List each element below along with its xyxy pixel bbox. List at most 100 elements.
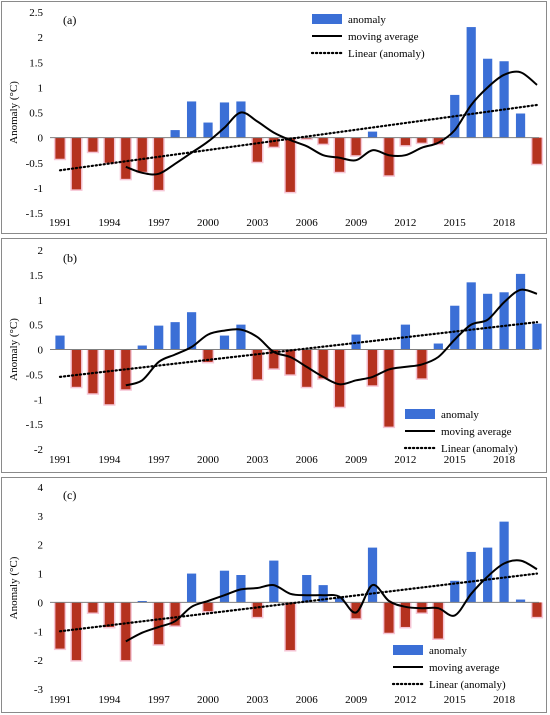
- bar-2006: [302, 349, 312, 387]
- bar-1995: [121, 602, 131, 661]
- bar-2002: [236, 324, 246, 350]
- x-tick-label: 2009: [345, 217, 368, 229]
- bar-2009: [351, 334, 361, 350]
- x-tick-label: 1997: [148, 454, 171, 466]
- bar-1999: [186, 101, 197, 138]
- bar-2011: [384, 602, 394, 633]
- moving-average-line: [125, 70, 538, 176]
- legend-label-moving-average: moving average: [429, 662, 500, 674]
- bar-2019: [515, 273, 526, 350]
- x-tick-label: 2003: [246, 217, 269, 229]
- bar-2013: [417, 137, 427, 143]
- x-tick-label: 2009: [345, 454, 368, 466]
- bar-1997: [154, 602, 164, 645]
- y-axis-label: Anomaly (°C): [8, 81, 20, 144]
- bar-2020: [532, 137, 542, 164]
- bar-2001: [219, 570, 230, 603]
- bar-2012: [400, 137, 411, 146]
- y-axis-label: Anomaly (°C): [8, 556, 20, 619]
- x-tick-label: 2015: [444, 217, 467, 229]
- x-tick-label: 2015: [444, 694, 467, 706]
- bar-2015: [450, 305, 460, 350]
- legend-label-linear: Linear (anomaly): [441, 443, 518, 455]
- x-tick-label: 2006: [296, 454, 319, 466]
- bar-2014: [433, 602, 443, 639]
- bar-2005: [285, 137, 295, 192]
- x-tick-label: 1991: [49, 454, 71, 466]
- legend-label-moving-average: moving average: [348, 31, 419, 43]
- bar-2003: [252, 602, 262, 617]
- x-tick-label: 1994: [98, 217, 121, 229]
- y-tick-label: 2.5: [29, 7, 43, 19]
- legend-label-linear: Linear (anomaly): [348, 48, 425, 60]
- x-tick-label: 2003: [246, 454, 269, 466]
- x-tick-label: 2000: [197, 217, 220, 229]
- bar-1996: [137, 600, 147, 603]
- moving-average-line: [125, 559, 538, 643]
- bar-2018: [499, 521, 509, 603]
- bar-1999: [186, 312, 197, 350]
- bar-2004: [269, 137, 279, 147]
- moving-average-line: [125, 288, 538, 387]
- bar-1992: [71, 349, 82, 387]
- y-tick-label: 1.5: [29, 270, 43, 282]
- x-tick-label: 2018: [493, 217, 516, 229]
- bar-2020: [532, 323, 542, 350]
- bar-2012: [400, 602, 411, 627]
- bar-1994: [104, 602, 114, 627]
- bar-1991: [55, 602, 65, 649]
- legend-swatch-anomaly: [405, 409, 435, 419]
- x-tick-label: 2000: [197, 454, 220, 466]
- bar-1999: [186, 573, 197, 603]
- bar-2017: [483, 293, 493, 350]
- x-tick-label: 2006: [296, 694, 319, 706]
- bar-1996: [137, 345, 147, 350]
- y-tick-label: -1: [34, 183, 43, 195]
- x-tick-label: 2006: [296, 217, 319, 229]
- y-tick-label: 0.5: [29, 320, 43, 332]
- bar-1993: [88, 602, 98, 613]
- chart-panel-c: -3 -2 -1 0 1 2 3 4 Anomaly (°C) (c) 1991 1994 1997 20…: [1, 477, 547, 713]
- y-tick-label: 3: [38, 511, 44, 523]
- bar-2003: [252, 137, 262, 162]
- bar-2016: [466, 282, 476, 350]
- y-tick-label: 0: [38, 597, 44, 609]
- bar-2008: [335, 349, 345, 407]
- bar-2007: [318, 585, 328, 603]
- y-tick-label: 1: [38, 82, 44, 94]
- bar-2008: [335, 598, 345, 603]
- x-tick-label: 2003: [246, 694, 269, 706]
- bar-2015: [450, 94, 460, 138]
- legend-label-anomaly: anomaly: [429, 645, 467, 657]
- bar-1994: [104, 349, 114, 405]
- chart-c-plot: -3 -2 -1 0 1 2 3 4 Anomaly (°C) (c) 1991 1994 1997 20…: [8, 482, 544, 706]
- bar-2014: [433, 343, 443, 350]
- bar-2007: [318, 349, 328, 379]
- chart-panel-a: -1.5 -1 -0.5 0 0.5 1 1.5 2 2.5 Anomaly (°C) (a) 199…: [1, 1, 547, 234]
- bar-2004: [269, 560, 279, 603]
- bar-2020: [532, 602, 542, 617]
- x-tick-label: 1991: [49, 694, 71, 706]
- bar-1991: [55, 335, 65, 350]
- bar-1998: [170, 322, 180, 350]
- bar-2004: [269, 349, 279, 369]
- panel-label: (a): [63, 13, 76, 27]
- y-tick-label: -2: [34, 655, 43, 667]
- bar-1995: [121, 137, 131, 179]
- y-tick-label: -3: [34, 684, 44, 696]
- y-tick-label: 0: [38, 345, 44, 357]
- x-tick-label: 1997: [148, 217, 171, 229]
- bar-2009: [351, 137, 361, 156]
- bar-2000: [203, 602, 213, 612]
- bar-1991: [55, 137, 65, 159]
- bar-2008: [335, 137, 345, 172]
- x-tick-label: 2009: [345, 694, 368, 706]
- linear-trend-line: [58, 103, 539, 172]
- y-tick-label: 4: [38, 482, 44, 494]
- x-tick-label: 1994: [98, 694, 121, 706]
- bar-shadow: [300, 137, 313, 141]
- bar-2005: [285, 602, 295, 651]
- bar-2002: [236, 101, 246, 138]
- x-tick-label: 2012: [394, 454, 416, 466]
- legend-label-linear: Linear (anomaly): [429, 679, 506, 691]
